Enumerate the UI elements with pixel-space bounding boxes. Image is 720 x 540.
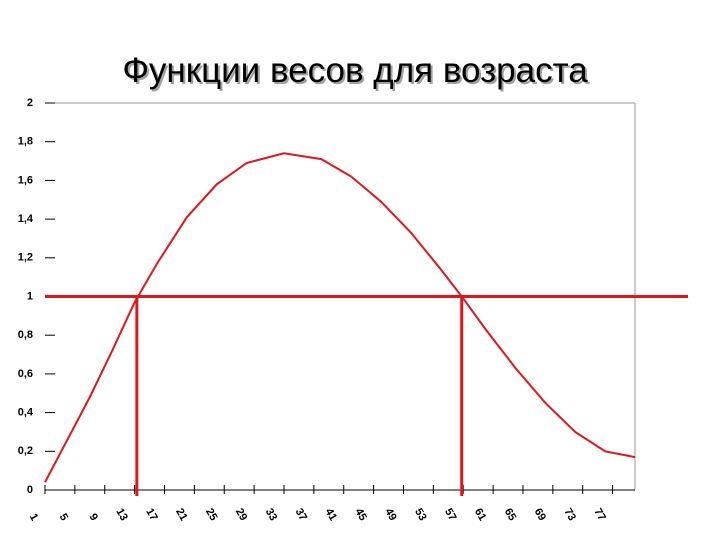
y-tick-label: 1,4 xyxy=(18,213,34,225)
x-tick-label: 45 xyxy=(352,506,369,523)
x-tick-label: 17 xyxy=(143,506,160,523)
y-tick-label: 0,2 xyxy=(18,445,33,457)
y-tick-label: 0,4 xyxy=(18,407,34,419)
x-tick-label: 57 xyxy=(442,506,459,523)
x-tick-label: 69 xyxy=(532,506,549,523)
y-tick-label: 1,2 xyxy=(18,252,33,264)
x-tick-label: 53 xyxy=(412,506,429,523)
x-tick-label: 37 xyxy=(293,506,310,523)
x-tick-label: 41 xyxy=(322,506,339,523)
x-tick-label: 25 xyxy=(203,506,220,523)
x-tick-label: 33 xyxy=(263,506,280,523)
x-tick-label: 9 xyxy=(87,512,100,523)
chart-title: Функции весов для возраста xyxy=(122,51,588,90)
x-tick-label: 61 xyxy=(472,506,489,523)
y-tick-label: 0 xyxy=(27,484,33,496)
y-tick-label: 0,8 xyxy=(18,329,33,341)
y-tick-label: 1,8 xyxy=(18,136,33,148)
y-tick-label: 1,6 xyxy=(18,174,33,186)
x-tick-label: 29 xyxy=(233,506,250,523)
y-tick-label: 1 xyxy=(27,290,33,302)
x-tick-label: 1 xyxy=(27,512,40,523)
series-line xyxy=(44,152,636,483)
x-tick-label: 5 xyxy=(57,512,70,523)
x-tick-label: 65 xyxy=(502,506,519,523)
title-shadow: Функции весов для возраста xyxy=(124,53,590,92)
x-tick-label: 13 xyxy=(113,506,130,523)
y-tick-label: 0,6 xyxy=(18,368,33,380)
x-tick-label: 21 xyxy=(173,506,190,523)
y-tick-label: 2 xyxy=(27,97,33,109)
x-tick-label: 73 xyxy=(561,506,578,523)
x-tick-label: 77 xyxy=(591,506,608,523)
x-tick-label: 49 xyxy=(382,506,399,523)
